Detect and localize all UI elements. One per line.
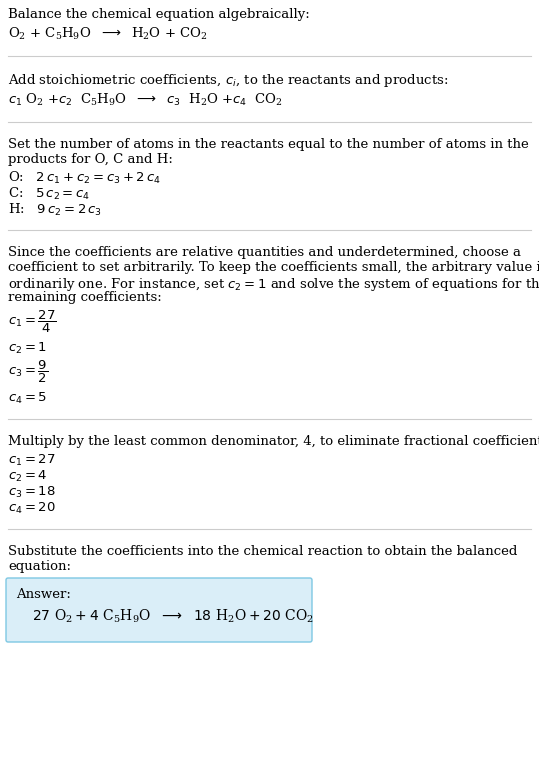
Text: $27\ \mathregular{O_2} + 4\ \mathregular{C_5H_9O}$  $\longrightarrow$  $18\ \mat: $27\ \mathregular{O_2} + 4\ \mathregular… <box>32 608 314 626</box>
Text: $c_1$ $\mathregular{O_2}$ $+ c_2$  $\mathregular{C_5H_9O}$  $\longrightarrow$  $: $c_1$ $\mathregular{O_2}$ $+ c_2$ $\math… <box>8 92 283 108</box>
Text: C:   $5\,c_2 = c_4$: C: $5\,c_2 = c_4$ <box>8 186 90 202</box>
Text: Balance the chemical equation algebraically:: Balance the chemical equation algebraica… <box>8 8 310 21</box>
Text: $c_4 = 5$: $c_4 = 5$ <box>8 391 47 406</box>
Text: Multiply by the least common denominator, 4, to eliminate fractional coefficient: Multiply by the least common denominator… <box>8 435 539 448</box>
Text: H:   $9\,c_2 = 2\,c_3$: H: $9\,c_2 = 2\,c_3$ <box>8 202 102 218</box>
Text: Answer:: Answer: <box>16 588 71 601</box>
Text: $c_4 = 20$: $c_4 = 20$ <box>8 501 56 516</box>
Text: $c_2 = 1$: $c_2 = 1$ <box>8 341 47 356</box>
Text: $c_3 = \dfrac{9}{2}$: $c_3 = \dfrac{9}{2}$ <box>8 359 48 385</box>
Text: $c_1 = \dfrac{27}{4}$: $c_1 = \dfrac{27}{4}$ <box>8 309 57 335</box>
Text: $c_1 = 27$: $c_1 = 27$ <box>8 453 56 468</box>
Text: products for O, C and H:: products for O, C and H: <box>8 153 173 166</box>
Text: coefficient to set arbitrarily. To keep the coefficients small, the arbitrary va: coefficient to set arbitrarily. To keep … <box>8 261 539 274</box>
Text: $c_3 = 18$: $c_3 = 18$ <box>8 485 56 500</box>
Text: Substitute the coefficients into the chemical reaction to obtain the balanced: Substitute the coefficients into the che… <box>8 545 517 558</box>
Text: equation:: equation: <box>8 560 71 573</box>
Text: Add stoichiometric coefficients, $c_i$, to the reactants and products:: Add stoichiometric coefficients, $c_i$, … <box>8 72 448 89</box>
Text: $\mathregular{O_2}$ $+$ $\mathregular{C_5H_9O}$  $\longrightarrow$  $\mathregula: $\mathregular{O_2}$ $+$ $\mathregular{C_… <box>8 26 208 42</box>
Text: remaining coefficients:: remaining coefficients: <box>8 291 162 304</box>
Text: ordinarily one. For instance, set $c_2 = 1$ and solve the system of equations fo: ordinarily one. For instance, set $c_2 =… <box>8 276 539 293</box>
Text: Set the number of atoms in the reactants equal to the number of atoms in the: Set the number of atoms in the reactants… <box>8 138 529 151</box>
FancyBboxPatch shape <box>6 578 312 642</box>
Text: $c_2 = 4$: $c_2 = 4$ <box>8 469 47 484</box>
Text: O:   $2\,c_1 + c_2 = c_3 + 2\,c_4$: O: $2\,c_1 + c_2 = c_3 + 2\,c_4$ <box>8 170 161 186</box>
Text: Since the coefficients are relative quantities and underdetermined, choose a: Since the coefficients are relative quan… <box>8 246 521 259</box>
